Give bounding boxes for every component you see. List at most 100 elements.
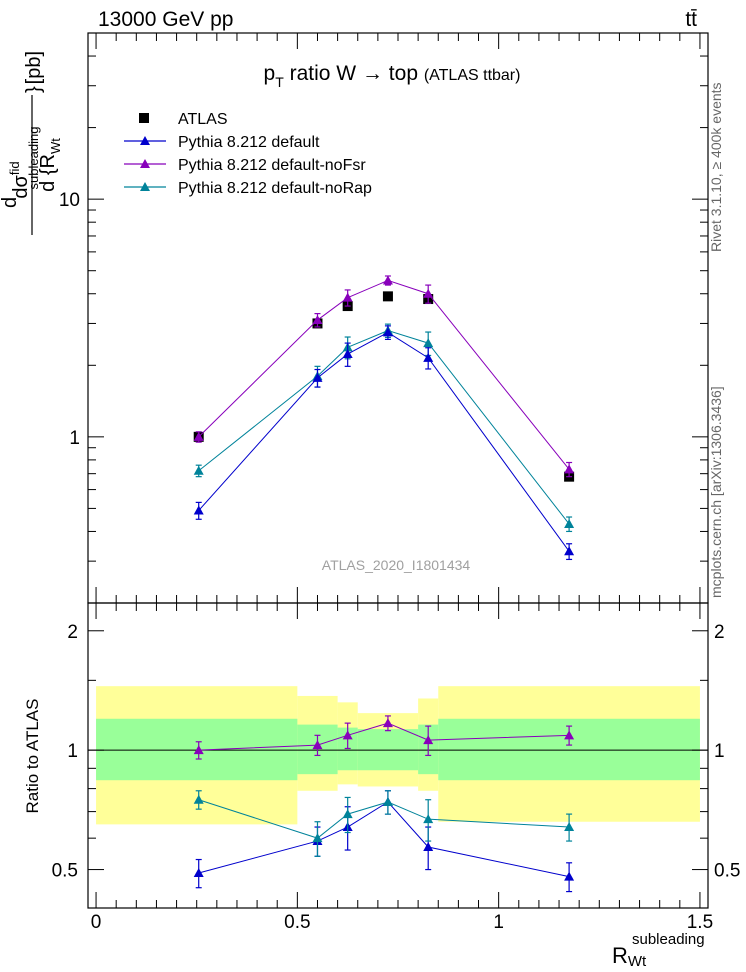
- main-ytick-label: 10: [59, 190, 80, 211]
- ratio-series-layer: [193, 715, 575, 893]
- ylabel-denom: d {R: [37, 154, 59, 192]
- main-y-label: d dσfid d {RWt subleading } [pb]: [0, 51, 63, 235]
- main-ytick-label: 1: [69, 428, 80, 449]
- legend-marker: [139, 113, 149, 123]
- title-tag: (ATLAS ttbar): [424, 67, 521, 84]
- pythia-nofsr: [193, 275, 575, 478]
- legend-entry-pythia-default: Pythia 8.212 default: [124, 134, 320, 151]
- legend-label: ATLAS: [178, 111, 228, 128]
- energy-label: 13000 GeV pp: [98, 8, 233, 31]
- atlas-data-point: [382, 291, 393, 302]
- title-p: p: [264, 62, 276, 85]
- ratio-pythia-default-point: [423, 841, 434, 851]
- pythia-default-point: [312, 372, 323, 382]
- pythia-default-line: [198, 331, 570, 552]
- pythia-nofsr-point: [423, 288, 434, 298]
- xtick-label: 1.5: [687, 912, 713, 933]
- ratio-pythia-nofsr-point: [564, 730, 575, 740]
- xtick-label: 0: [91, 912, 102, 933]
- main-title: pT ratio W → top (ATLAS ttbar): [264, 62, 521, 90]
- ratio-uncertainty-bands: [96, 686, 700, 825]
- ratio-ytick-label-left: 2: [67, 622, 78, 643]
- ratio-ytick-label-right: 1: [714, 741, 725, 762]
- pythia-norap-line: [198, 330, 570, 525]
- ylabel-close: }: [23, 86, 45, 93]
- xtick-label: 1: [493, 912, 504, 933]
- legend-marker: [140, 159, 150, 168]
- svg-text:d {RWt: d {RWt: [37, 138, 63, 192]
- pythia-nofsr-point: [342, 292, 353, 302]
- pythia-default-point: [193, 505, 204, 515]
- ratio-pythia-norap-line: [198, 799, 570, 839]
- title-main: ratio W: [284, 62, 362, 85]
- ratio-panel: 0.5 0.5 1 1 2 2 0 0.5 1 1.5: [52, 602, 740, 933]
- legend-label: Pythia 8.212 default-noFsr: [178, 157, 366, 174]
- x-axis-label: RWt: [612, 943, 647, 970]
- analysis-watermark: ATLAS_2020_I1801434: [322, 557, 471, 573]
- legend-entry-atlas-data: ATLAS: [139, 111, 228, 128]
- ratio-ytick-label-right: 0.5: [714, 861, 740, 882]
- pythia-default-point: [564, 546, 575, 556]
- ratio-pythia-nofsr-point: [423, 735, 434, 745]
- title-arrow: →: [362, 62, 383, 85]
- ratio-pythia-norap: [193, 790, 575, 857]
- ylabel-denom-sup: subleading: [26, 127, 41, 190]
- legend-entry-pythia-norap: Pythia 8.212 default-noRap: [124, 180, 372, 197]
- pythia-default-point: [382, 327, 393, 337]
- ratio-pythia-norap-point: [423, 814, 434, 824]
- ratio-pythia-default-line: [198, 801, 570, 878]
- mcplots-label: mcplots.cern.ch [arXiv:1306.3436]: [708, 386, 724, 598]
- ratio-pythia-nofsr-point: [312, 740, 323, 750]
- main-panel: 1 10: [59, 32, 709, 604]
- xlabel-main: R: [612, 943, 628, 968]
- pythia-norap-point: [193, 465, 204, 475]
- ratio-ytick-label-left: 0.5: [52, 861, 78, 882]
- ratio-pythia-nofsr-line: [198, 722, 570, 751]
- ylabel-denom-sub: Wt: [48, 138, 63, 154]
- main-series-layer: [193, 275, 575, 561]
- pythia-nofsr-point: [193, 431, 204, 441]
- title-p-sub: T: [275, 74, 284, 90]
- ratio-pythia-norap-point: [564, 822, 575, 832]
- pythia-norap: [193, 323, 575, 533]
- xlabel-sup: subleading: [632, 931, 705, 948]
- ratio-pythia-nofsr-point: [193, 745, 204, 755]
- ylabel-unit: [pb]: [23, 51, 45, 84]
- legend-label: Pythia 8.212 default-noRap: [178, 180, 372, 197]
- ratio-pythia-default-point: [193, 868, 204, 878]
- pythia-norap-point: [423, 338, 434, 348]
- ylabel-dsigma: dσ: [10, 174, 32, 198]
- legend: ATLAS Pythia 8.212 default Pythia 8.212 de…: [124, 111, 372, 197]
- ylabel-d: d: [0, 197, 21, 208]
- xlabel-sub: Wt: [628, 953, 647, 970]
- process-label: tt̄: [685, 8, 697, 31]
- rivet-label: Rivet 3.1.10, ≥ 400k events: [708, 82, 724, 252]
- pythia-nofsr-point: [312, 315, 323, 325]
- ratio-pythia-norap-point: [312, 833, 323, 843]
- ratio-ytick-label-right: 2: [714, 622, 725, 643]
- legend-entry-pythia-nofsr: Pythia 8.212 default-noFsr: [124, 157, 366, 174]
- ratio-pythia-nofsr-point: [342, 730, 353, 740]
- pythia-nofsr-point: [564, 464, 575, 474]
- ratio-pythia-norap-point: [193, 794, 204, 804]
- pythia-nofsr-line: [198, 279, 570, 470]
- svg-text:}[pb]: } [pb]: [23, 51, 45, 93]
- ratio-pythia-norap-point: [342, 809, 353, 819]
- pythia-default: [193, 325, 575, 561]
- ratio-pythia-nofsr: [193, 715, 575, 760]
- legend-marker: [140, 182, 150, 191]
- ylabel-dsigma-sup: fid: [7, 161, 22, 175]
- xtick-label: 0.5: [284, 912, 310, 933]
- svg-text:dσfid: dσfid: [7, 161, 32, 198]
- pythia-default-point: [423, 352, 434, 362]
- pythia-norap-point: [564, 518, 575, 528]
- pythia-nofsr-point: [382, 275, 393, 285]
- ratio-pythia-nofsr-point: [382, 718, 393, 728]
- legend-label: Pythia 8.212 default: [178, 134, 320, 151]
- ratio-y-label: Ratio to ATLAS: [23, 699, 42, 814]
- title-rest: top: [383, 62, 424, 85]
- pythia-default-point: [342, 349, 353, 359]
- ratio-pythia-default-point: [564, 871, 575, 881]
- legend-marker: [140, 136, 150, 145]
